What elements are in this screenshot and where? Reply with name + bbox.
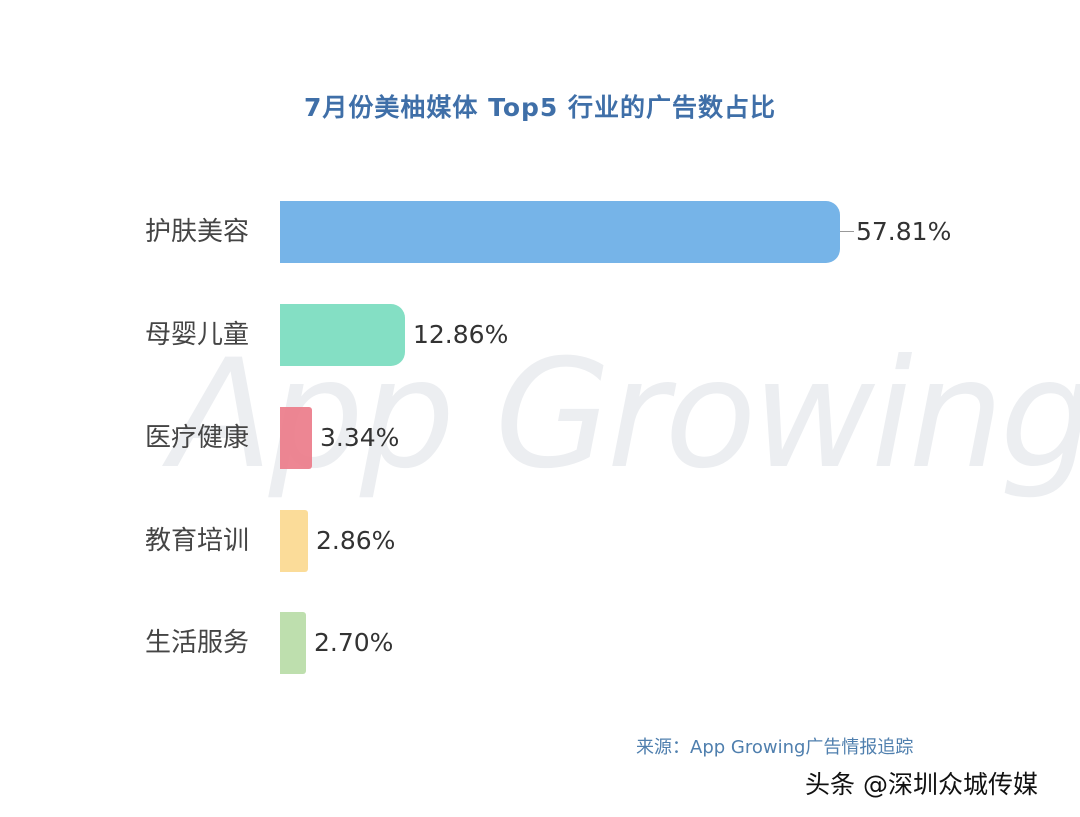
bar-row: 教育培训 2.86% [0,510,1080,572]
bar [280,201,840,263]
bar-row: 医疗健康 3.34% [0,407,1080,469]
bar [280,304,405,366]
value-label: 2.86% [316,526,396,555]
value-label: 57.81% [856,217,952,246]
category-label: 护肤美容 [145,217,250,247]
category-label: 生活服务 [145,628,250,658]
bar-row: 护肤美容 57.81% [0,201,1080,263]
leader-line [840,231,854,232]
category-label: 母婴儿童 [145,320,250,350]
bar [280,612,306,674]
bar-row: 生活服务 2.70% [0,612,1080,674]
bar-row: 母婴儿童 12.86% [0,304,1080,366]
author-credit: 头条 @深圳众城传媒 [805,770,1038,799]
value-label: 2.70% [314,628,394,657]
category-label: 教育培训 [145,526,250,556]
source-note: 来源：App Growing广告情报追踪 [636,737,914,758]
chart-title: 7月份美柚媒体 Top5 行业的广告数占比 [303,93,776,122]
bar [280,510,308,572]
category-label: 医疗健康 [145,423,250,453]
bar [280,407,312,469]
value-label: 3.34% [320,423,400,452]
value-label: 12.86% [413,320,509,349]
